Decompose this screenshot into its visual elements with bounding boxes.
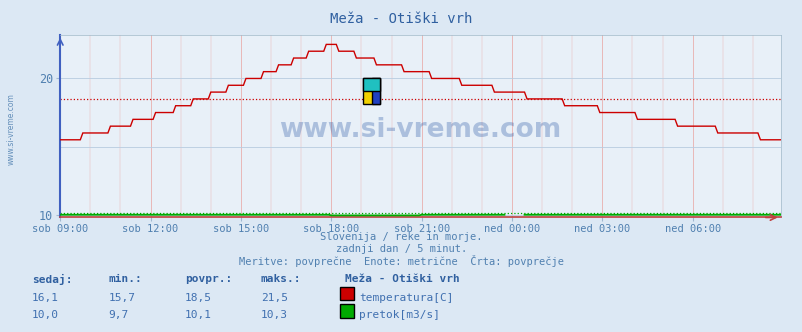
Text: 10,0: 10,0 [32,310,59,320]
Text: Slovenija / reke in morje.: Slovenija / reke in morje. [320,232,482,242]
Text: temperatura[C]: temperatura[C] [358,293,453,303]
Text: www.si-vreme.com: www.si-vreme.com [6,94,16,165]
Text: 18,5: 18,5 [184,293,212,303]
Text: zadnji dan / 5 minut.: zadnji dan / 5 minut. [335,244,467,254]
Text: Meža - Otiški vrh: Meža - Otiški vrh [345,274,460,284]
Text: maks.:: maks.: [261,274,301,284]
Text: 9,7: 9,7 [108,310,128,320]
Text: pretok[m3/s]: pretok[m3/s] [358,310,439,320]
Text: povpr.:: povpr.: [184,274,232,284]
Text: 10,1: 10,1 [184,310,212,320]
Text: www.si-vreme.com: www.si-vreme.com [279,117,561,143]
Text: 16,1: 16,1 [32,293,59,303]
Text: sedaj:: sedaj: [32,274,72,285]
Text: min.:: min.: [108,274,142,284]
Text: Meritve: povprečne  Enote: metrične  Črta: povprečje: Meritve: povprečne Enote: metrične Črta:… [239,255,563,267]
Text: 15,7: 15,7 [108,293,136,303]
Text: 21,5: 21,5 [261,293,288,303]
Text: Meža - Otiški vrh: Meža - Otiški vrh [330,12,472,26]
Text: 10,3: 10,3 [261,310,288,320]
